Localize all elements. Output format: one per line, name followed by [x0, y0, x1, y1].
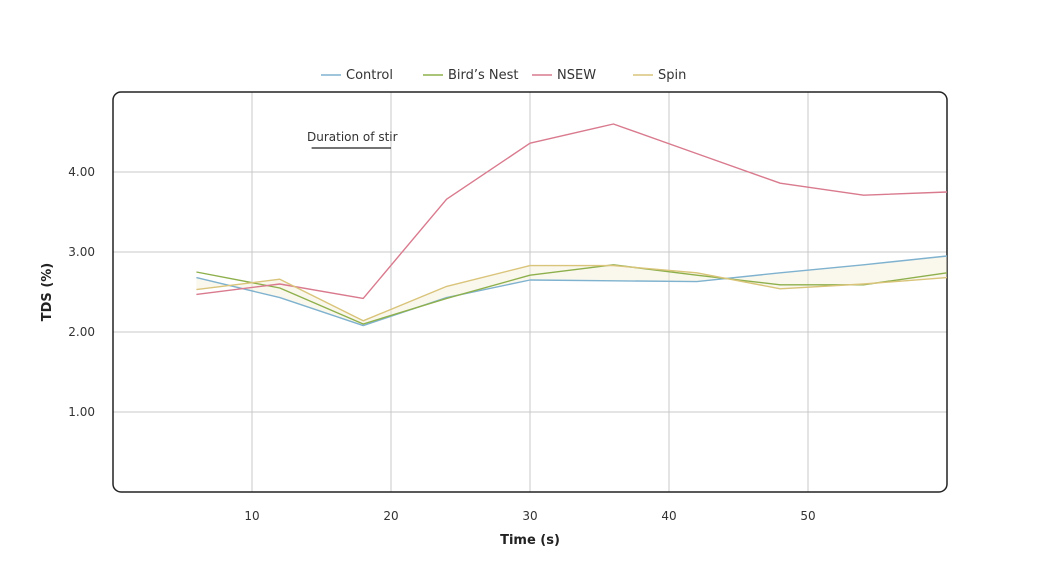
x-tick-label: 50	[800, 509, 815, 523]
series-lines	[196, 123, 948, 327]
legend-label-spin: Spin	[658, 68, 686, 83]
plot-frame	[112, 91, 948, 493]
series-line-nsew	[196, 123, 948, 300]
legend-label-nsew: NSEW	[557, 68, 596, 83]
x-tick-label: 30	[522, 509, 537, 523]
x-axis-title: Time (s)	[500, 533, 560, 548]
y-tick-label: 4.00	[68, 165, 95, 179]
x-tick-label: 10	[244, 509, 259, 523]
series-line-bird-s-nest	[196, 264, 948, 325]
legend-label-bird-s-nest: Bird’s Nest	[448, 68, 519, 83]
y-tick-label: 1.00	[68, 405, 95, 419]
y-axis-title: TDS (%)	[40, 263, 55, 321]
grid	[113, 92, 947, 492]
annotation-text: Duration of stir	[307, 130, 398, 144]
spin-fill-area	[196, 256, 947, 326]
legend: Control Bird’s Nest NSEW Spin	[321, 68, 686, 83]
y-tick-label: 3.00	[68, 245, 95, 259]
series-line-control	[196, 255, 948, 327]
spin-fill	[196, 256, 947, 326]
series-line-spin	[196, 264, 948, 322]
y-tick-label: 2.00	[68, 325, 95, 339]
x-tick-label: 40	[661, 509, 676, 523]
annotation: Duration of stir	[307, 130, 398, 149]
y-tick-labels: 1.00 2.00 3.00 4.00	[68, 165, 95, 419]
x-tick-label: 20	[383, 509, 398, 523]
legend-label-control: Control	[346, 68, 393, 83]
x-tick-labels: 10 20 30 40 50	[244, 509, 815, 523]
